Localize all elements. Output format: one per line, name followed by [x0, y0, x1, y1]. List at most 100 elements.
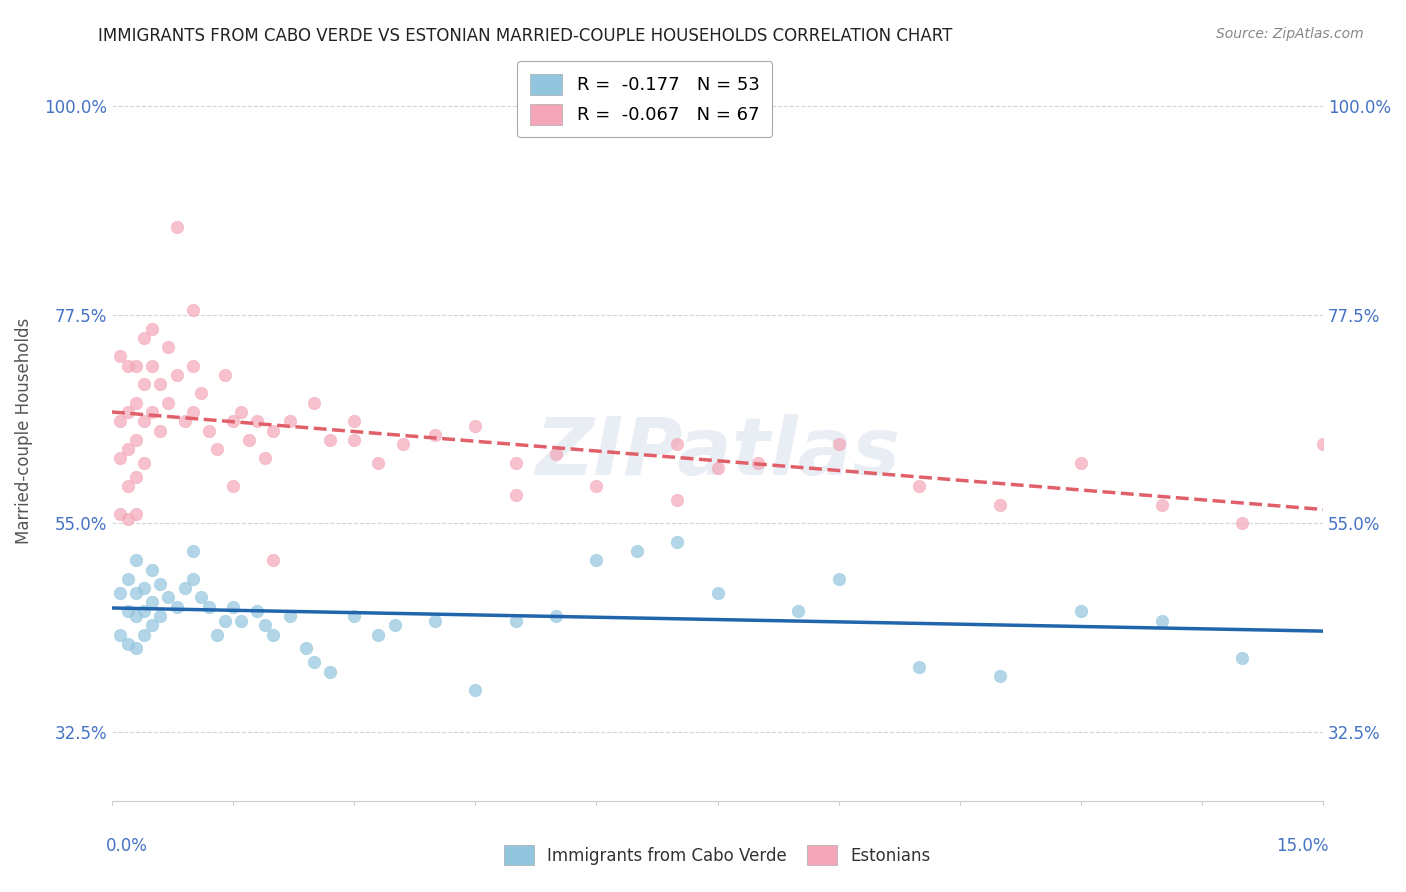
Point — [294, 641, 316, 656]
Point — [125, 433, 148, 447]
Point — [125, 586, 148, 600]
Point — [544, 609, 567, 624]
Point — [117, 637, 139, 651]
Point — [173, 581, 195, 595]
Legend: Immigrants from Cabo Verde, Estonians: Immigrants from Cabo Verde, Estonians — [494, 836, 941, 875]
Point — [149, 377, 172, 392]
Point — [117, 572, 139, 586]
Point — [222, 479, 245, 493]
Point — [1232, 650, 1254, 665]
Point — [423, 614, 446, 628]
Point — [173, 414, 195, 428]
Point — [391, 437, 413, 451]
Point — [908, 479, 931, 493]
Point — [181, 544, 204, 558]
Point — [149, 609, 172, 624]
Point — [384, 618, 406, 632]
Point — [231, 614, 253, 628]
Point — [262, 627, 284, 641]
Point — [141, 405, 163, 419]
Point — [254, 618, 277, 632]
Point — [134, 414, 156, 428]
Point — [157, 340, 180, 354]
Point — [214, 614, 236, 628]
Point — [1312, 437, 1334, 451]
Point — [141, 595, 163, 609]
Point — [134, 604, 156, 618]
Point — [181, 572, 204, 586]
Point — [367, 456, 389, 470]
Text: IMMIGRANTS FROM CABO VERDE VS ESTONIAN MARRIED-COUPLE HOUSEHOLDS CORRELATION CHA: IMMIGRANTS FROM CABO VERDE VS ESTONIAN M… — [98, 27, 953, 45]
Point — [827, 572, 849, 586]
Point — [166, 219, 188, 234]
Point — [302, 395, 325, 409]
Text: 15.0%: 15.0% — [1277, 837, 1329, 855]
Point — [157, 395, 180, 409]
Point — [231, 405, 253, 419]
Text: Source: ZipAtlas.com: Source: ZipAtlas.com — [1216, 27, 1364, 41]
Point — [125, 641, 148, 656]
Point — [117, 359, 139, 373]
Point — [190, 386, 212, 401]
Point — [181, 405, 204, 419]
Point — [1232, 516, 1254, 531]
Point — [1150, 498, 1173, 512]
Point — [117, 442, 139, 456]
Point — [278, 414, 301, 428]
Point — [666, 493, 689, 508]
Point — [343, 433, 366, 447]
Point — [666, 534, 689, 549]
Point — [117, 511, 139, 525]
Point — [343, 414, 366, 428]
Point — [125, 395, 148, 409]
Point — [190, 591, 212, 605]
Point — [505, 614, 527, 628]
Point — [117, 405, 139, 419]
Point — [205, 627, 228, 641]
Point — [166, 368, 188, 382]
Point — [302, 656, 325, 670]
Point — [585, 479, 607, 493]
Point — [141, 321, 163, 335]
Point — [166, 599, 188, 614]
Point — [134, 331, 156, 345]
Point — [319, 433, 342, 447]
Point — [198, 424, 221, 438]
Point — [108, 586, 131, 600]
Point — [787, 604, 810, 618]
Point — [108, 451, 131, 466]
Point — [108, 627, 131, 641]
Point — [988, 498, 1011, 512]
Point — [125, 553, 148, 567]
Point — [464, 418, 486, 433]
Y-axis label: Married-couple Households: Married-couple Households — [15, 318, 32, 543]
Point — [222, 414, 245, 428]
Point — [319, 665, 342, 679]
Point — [149, 424, 172, 438]
Point — [505, 488, 527, 502]
Point — [108, 349, 131, 363]
Point — [544, 447, 567, 461]
Point — [262, 424, 284, 438]
Point — [343, 609, 366, 624]
Point — [423, 428, 446, 442]
Text: 0.0%: 0.0% — [105, 837, 148, 855]
Point — [666, 437, 689, 451]
Point — [134, 456, 156, 470]
Point — [222, 599, 245, 614]
Point — [706, 586, 728, 600]
Point — [141, 359, 163, 373]
Text: ZIPatlas: ZIPatlas — [536, 414, 900, 491]
Point — [125, 359, 148, 373]
Point — [262, 553, 284, 567]
Point — [214, 368, 236, 382]
Point — [1070, 456, 1092, 470]
Point — [125, 470, 148, 484]
Point — [505, 456, 527, 470]
Point — [827, 437, 849, 451]
Point — [117, 604, 139, 618]
Point — [149, 576, 172, 591]
Point — [246, 604, 269, 618]
Point — [278, 609, 301, 624]
Point — [626, 544, 648, 558]
